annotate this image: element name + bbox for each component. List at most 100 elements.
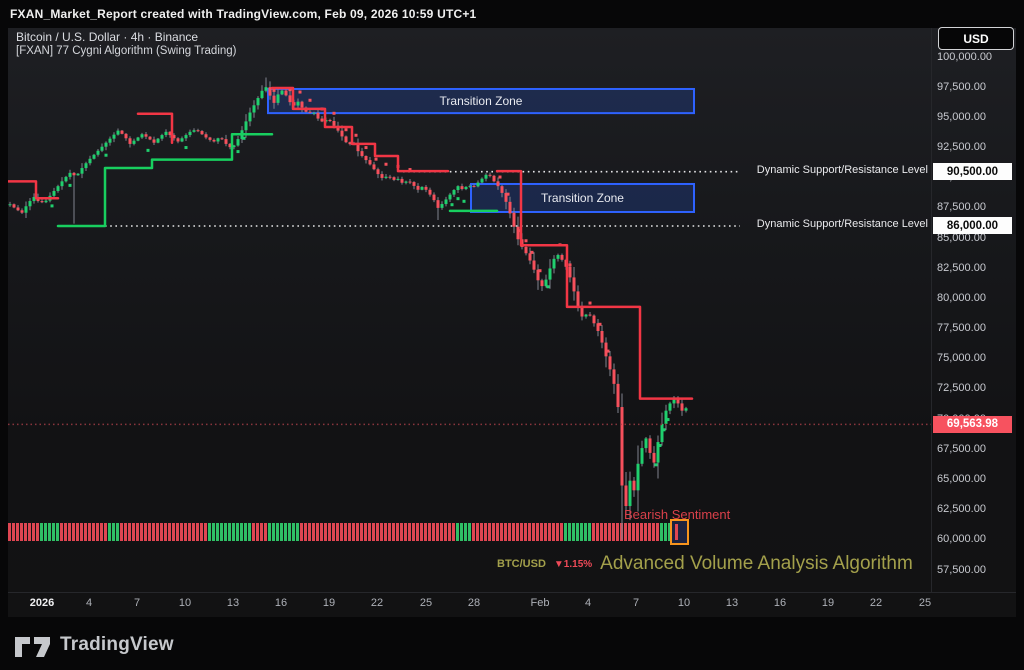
volume-bar	[396, 523, 399, 541]
sell-signal-dot	[374, 157, 378, 161]
candle-body	[516, 226, 520, 240]
sell-signal-dot	[298, 90, 302, 94]
volume-bar	[292, 523, 295, 541]
candle-body	[476, 182, 480, 187]
volume-bar	[608, 523, 611, 541]
candle-body	[188, 131, 192, 136]
currency-button[interactable]: USD	[938, 27, 1014, 50]
volume-bar	[404, 523, 407, 541]
volume-bar	[376, 523, 379, 541]
candle-body	[416, 185, 420, 190]
buy-signal-dot	[456, 197, 460, 201]
candle-body	[192, 130, 196, 132]
candle-body	[164, 131, 168, 136]
volume-bar	[80, 523, 83, 541]
volume-bar	[160, 523, 163, 541]
volume-bar	[324, 523, 327, 541]
candle-body	[412, 182, 416, 186]
sell-signal-dot	[612, 369, 616, 373]
candle-body	[8, 204, 12, 206]
buy-signal-dot	[50, 204, 54, 208]
candlestick-chart[interactable]	[8, 28, 931, 592]
support-resistance-price-tag: 90,500.00	[933, 163, 1012, 181]
candle-body	[68, 172, 72, 177]
volume-bar	[316, 523, 319, 541]
volume-bar	[112, 523, 115, 541]
volume-bar	[104, 523, 107, 541]
volume-bar	[12, 523, 15, 541]
volume-bar	[444, 523, 447, 541]
sell-signal-dot	[384, 162, 388, 166]
chart-pane[interactable]	[8, 28, 1016, 617]
volume-bar	[456, 523, 459, 541]
volume-bar	[436, 523, 439, 541]
buy-signal-dot	[546, 285, 550, 289]
candle-body	[256, 98, 260, 106]
candle-body	[572, 277, 576, 292]
candle-body	[116, 130, 120, 135]
price-tick-label: 57,500.00	[937, 563, 986, 576]
candle-body	[108, 138, 112, 143]
candle-body	[660, 423, 664, 443]
watermark-row: BTC/USD ▼1.15% Advanced Volume Analysis …	[497, 553, 913, 575]
volume-bar	[196, 523, 199, 541]
volume-bar	[652, 523, 655, 541]
volume-bar	[504, 523, 507, 541]
volume-bar	[644, 523, 647, 541]
sell-signal-dot	[364, 146, 368, 150]
candle-body	[180, 138, 184, 142]
volume-bar	[532, 523, 535, 541]
time-tick-label: 25	[918, 597, 932, 609]
candle-body	[356, 144, 360, 152]
price-tick-label: 82,500.00	[937, 261, 986, 274]
volume-bar	[236, 523, 239, 541]
volume-bar	[56, 523, 59, 541]
candle-body	[600, 331, 604, 343]
volume-bar	[432, 523, 435, 541]
candle-body	[648, 438, 652, 453]
candle-body	[436, 200, 440, 208]
volume-bar	[300, 523, 303, 541]
candle-body	[64, 176, 68, 182]
volume-bar	[24, 523, 27, 541]
volume-bar	[64, 523, 67, 541]
candle-body	[676, 397, 680, 404]
candle-body	[400, 178, 404, 183]
volume-bar	[428, 523, 431, 541]
candle-body	[236, 139, 240, 146]
price-tick-label: 77,500.00	[937, 322, 986, 335]
volume-bar	[240, 523, 243, 541]
candle-body	[40, 201, 44, 203]
volume-bar	[668, 523, 671, 541]
candle-body	[440, 204, 444, 208]
candle-body	[60, 181, 64, 187]
buy-signal-dot	[68, 183, 72, 187]
time-tick-label: 19	[821, 597, 835, 609]
buy-signal-dot	[628, 491, 632, 495]
volume-bar	[348, 523, 351, 541]
time-tick-label: 25	[419, 597, 433, 609]
candle-body	[92, 154, 96, 159]
volume-bar	[256, 523, 259, 541]
candle-body	[120, 130, 124, 134]
time-tick-label: 4	[584, 597, 592, 609]
candle-body	[284, 90, 288, 96]
volume-bar	[20, 523, 23, 541]
sell-signal-dot	[568, 263, 572, 267]
candle-body	[424, 186, 428, 190]
candle-body	[308, 111, 312, 113]
candle-body	[56, 186, 60, 191]
candle-body	[136, 137, 140, 141]
time-tick-label: 2026	[29, 597, 55, 609]
candle-body	[348, 142, 352, 145]
sell-signal-dot	[576, 292, 580, 296]
sell-signal-dot	[588, 301, 592, 305]
sell-signal-dot	[512, 212, 516, 216]
candle-body	[260, 90, 264, 99]
tradingview-logo[interactable]: TradingView	[14, 630, 174, 660]
candle-body	[680, 403, 684, 411]
volume-bar	[360, 523, 363, 541]
volume-bar	[576, 523, 579, 541]
algo-bear-line	[270, 86, 450, 173]
volume-bar	[356, 523, 359, 541]
